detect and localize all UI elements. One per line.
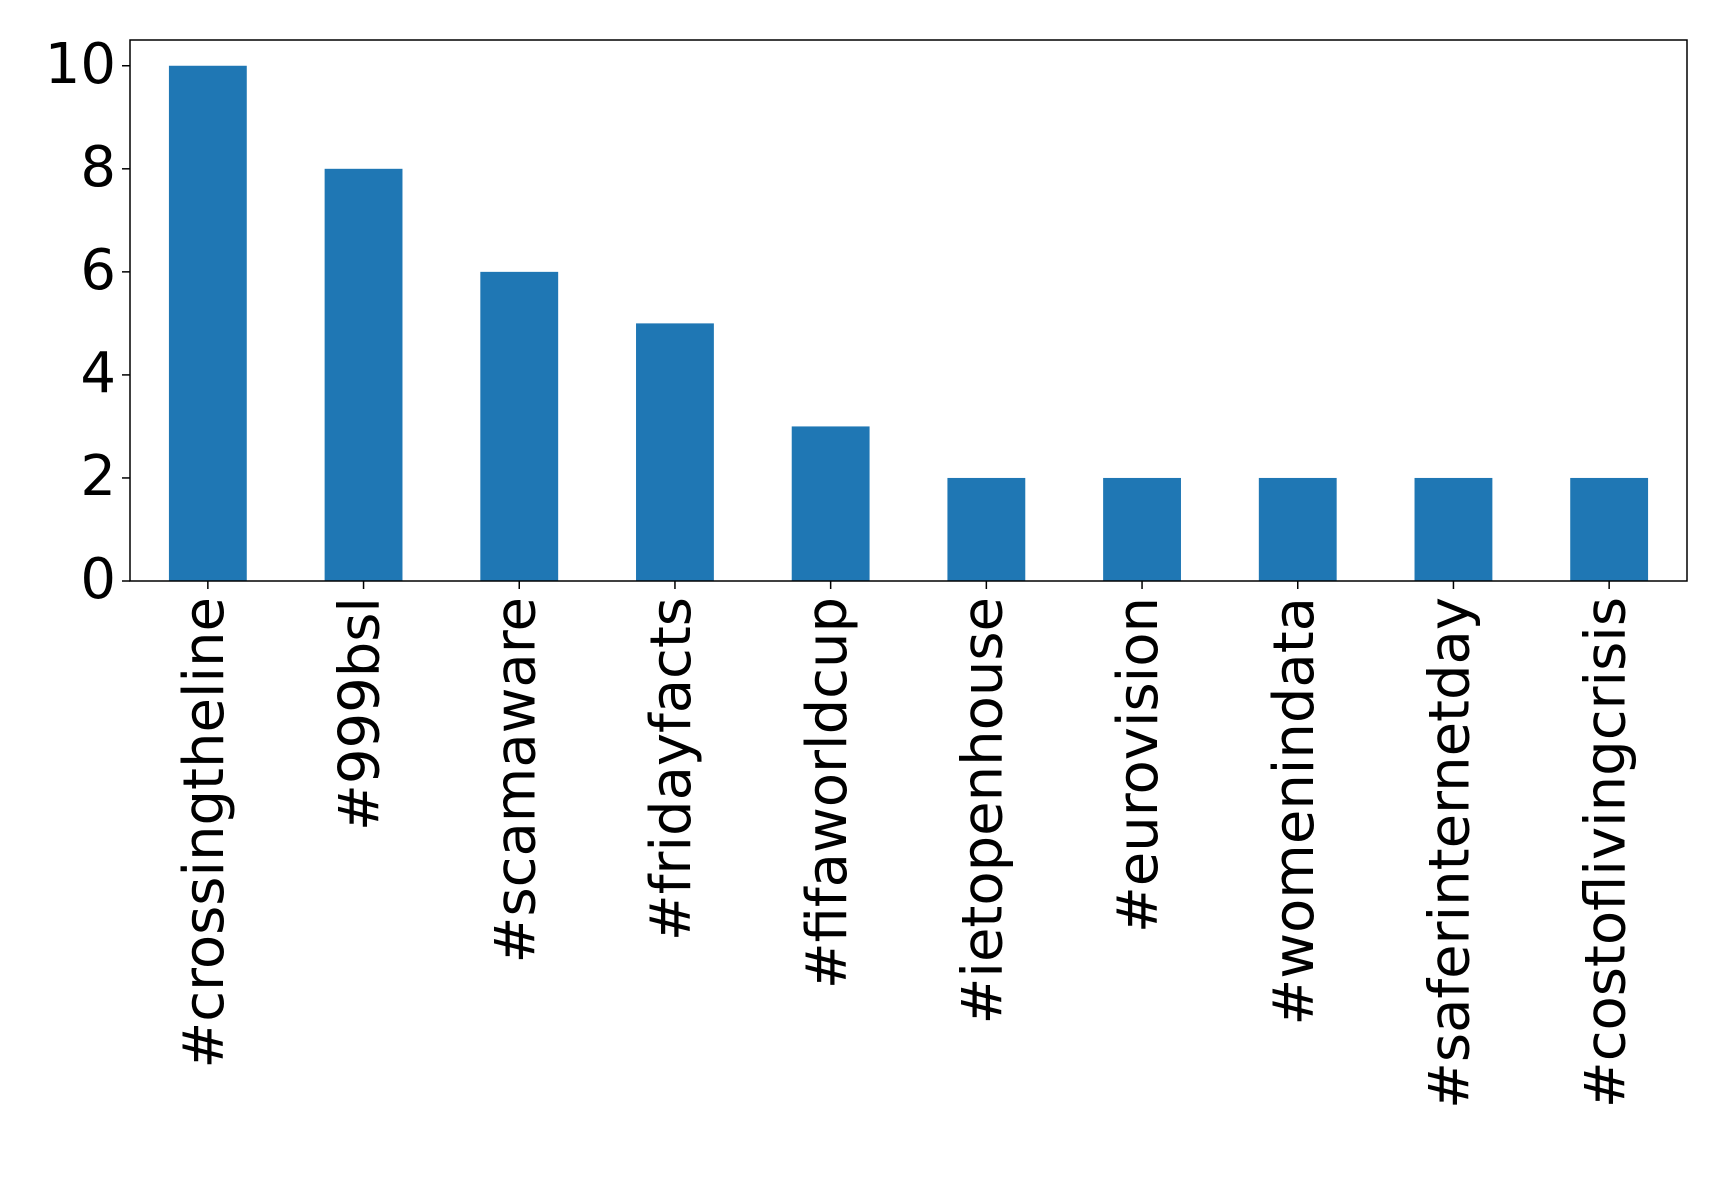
bar	[1570, 477, 1649, 581]
bar	[168, 65, 247, 581]
bar	[1103, 477, 1181, 581]
bar	[480, 271, 559, 581]
x-tick-label: #scamaware	[483, 597, 548, 963]
axes-frame	[129, 39, 1688, 582]
x-tick-label: #saferinternetday	[1418, 597, 1483, 1109]
x-tick-label: #ietopenhouse	[950, 597, 1015, 1025]
bar	[324, 168, 403, 582]
y-tick-label: 4	[80, 341, 116, 406]
x-tick-label: #eurovision	[1106, 597, 1171, 933]
y-tick-label: 6	[80, 238, 116, 303]
bar	[636, 323, 714, 581]
x-tick-label: #costoflivingcrisis	[1573, 597, 1638, 1108]
y-tick-label: 2	[80, 444, 116, 509]
bar	[1258, 477, 1337, 581]
x-tick-label: #fifaworldcup	[795, 597, 860, 989]
x-tick-label: #crossingtheline	[172, 597, 237, 1069]
x-tick-label: #fridayfacts	[639, 597, 704, 941]
bar	[791, 426, 870, 581]
y-tick-label: 0	[80, 547, 116, 612]
x-tick-label: #womenindata	[1262, 597, 1327, 1026]
bar	[1414, 477, 1493, 581]
bar	[947, 477, 1026, 581]
y-tick-label: 10	[45, 32, 116, 97]
x-tick-label: #999bsl	[328, 597, 393, 831]
y-tick-label: 8	[80, 135, 116, 200]
